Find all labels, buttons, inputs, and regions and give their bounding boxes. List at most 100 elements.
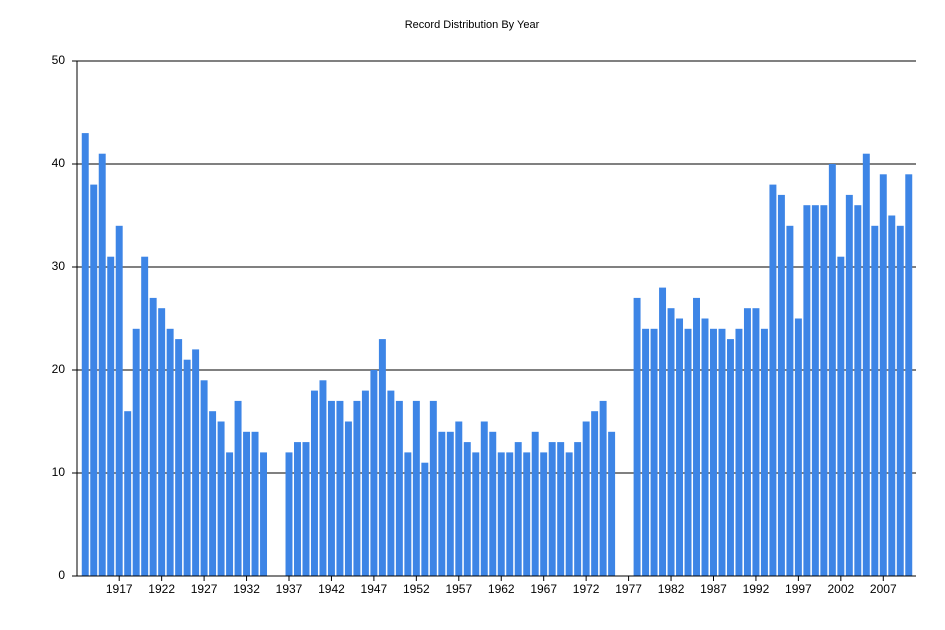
bar (608, 431, 616, 576)
bar (166, 328, 174, 576)
bar (192, 349, 200, 576)
bar (701, 318, 709, 576)
bar (489, 431, 497, 576)
bar (794, 318, 802, 576)
x-tick-label: 1942 (318, 582, 345, 596)
x-tick-label: 1972 (573, 582, 600, 596)
bar (158, 308, 166, 576)
bar (667, 308, 675, 576)
bar (251, 431, 259, 576)
y-tick-label: 10 (52, 465, 66, 479)
x-tick-label: 1992 (743, 582, 770, 596)
bar (209, 411, 217, 576)
bar (633, 297, 641, 576)
bar (387, 390, 395, 576)
bar (752, 308, 760, 576)
bar (684, 328, 692, 576)
bar (294, 442, 301, 576)
y-tick-label: 50 (52, 53, 66, 67)
x-tick-label: 1957 (445, 582, 472, 596)
bar (310, 390, 318, 576)
bar (438, 431, 446, 576)
bar (446, 431, 454, 576)
x-tick-label: 1987 (700, 582, 727, 596)
chart-title: Record Distribution By Year (405, 19, 540, 31)
bar (574, 442, 582, 576)
bar (769, 184, 777, 576)
bar (336, 400, 344, 576)
y-tick-label: 20 (52, 362, 66, 376)
bar (217, 421, 225, 576)
bar (786, 225, 794, 577)
y-tick-label: 0 (58, 568, 65, 582)
bar (319, 380, 327, 576)
bar (506, 452, 514, 576)
bar (412, 400, 420, 576)
bar (455, 421, 463, 576)
x-tick-label: 2002 (827, 582, 854, 596)
bar (141, 256, 149, 576)
bar (735, 328, 743, 576)
x-tick-label: 1952 (403, 582, 430, 596)
bar (115, 225, 123, 577)
bar (710, 328, 717, 576)
bar (599, 400, 607, 576)
bar (107, 256, 115, 576)
bar (879, 174, 887, 577)
x-tick-label: 1917 (106, 582, 133, 596)
y-tick-label: 40 (52, 156, 66, 170)
bar (862, 153, 870, 576)
bar (175, 339, 183, 576)
bar (828, 164, 836, 576)
bar (676, 318, 684, 576)
bar (370, 370, 378, 576)
bar (905, 174, 913, 577)
bar (565, 452, 573, 576)
x-tick-label: 1982 (658, 582, 685, 596)
bar (90, 184, 98, 576)
bar (226, 452, 234, 576)
bar (243, 431, 251, 576)
bar (726, 339, 734, 576)
bar (777, 194, 785, 576)
bar (871, 225, 879, 577)
bar (378, 339, 386, 576)
bar (845, 194, 853, 576)
bar (650, 328, 658, 576)
bar (693, 297, 700, 576)
bar (472, 452, 480, 576)
bar (353, 400, 361, 576)
bar (514, 442, 522, 576)
bar (540, 452, 548, 576)
bar (421, 462, 429, 576)
x-tick-label: 1977 (615, 582, 642, 596)
x-tick-label: 1997 (785, 582, 812, 596)
bar (132, 328, 140, 576)
y-tick-label: 30 (52, 259, 66, 273)
bar (743, 308, 751, 576)
bar (582, 421, 590, 576)
bar (896, 225, 904, 577)
bar (124, 411, 132, 576)
bar (480, 421, 488, 576)
bar (463, 442, 471, 576)
bar (548, 442, 556, 576)
bar (302, 442, 310, 576)
bar (429, 400, 437, 576)
bar (285, 452, 293, 576)
bar (718, 328, 726, 576)
bar (557, 442, 565, 576)
bar (642, 328, 650, 576)
bar (523, 452, 531, 576)
bar (837, 256, 845, 576)
bar (327, 400, 335, 576)
x-tick-label: 2007 (870, 582, 897, 596)
x-tick-label: 1947 (361, 582, 388, 596)
x-tick-label: 1922 (148, 582, 175, 596)
bar (760, 328, 768, 576)
bar (591, 411, 599, 576)
bar (888, 215, 896, 576)
x-tick-label: 1927 (191, 582, 218, 596)
